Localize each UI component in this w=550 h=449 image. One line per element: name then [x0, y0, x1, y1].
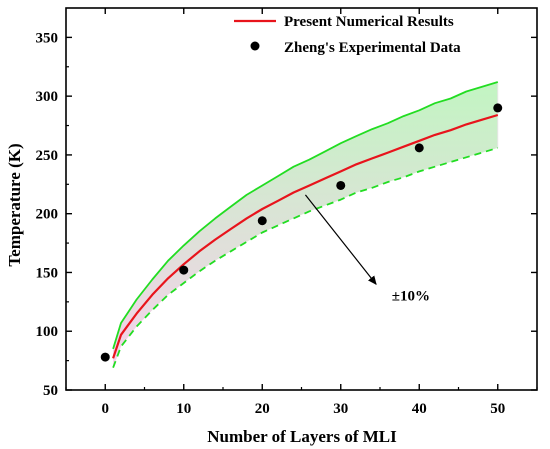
x-tick-label: 50: [490, 401, 505, 417]
y-tick-label: 50: [43, 383, 58, 399]
legend-marker-swatch: [250, 41, 260, 51]
numerical-result-line: [112, 113, 499, 359]
axes: 0 10 20 30 40 50 50 100 150 200 250 300 350: [36, 7, 538, 417]
y-axis-title: Temperature (K): [5, 143, 24, 266]
uncertainty-band: [113, 82, 498, 368]
lower-bound-line: [112, 147, 499, 369]
experimental-point: [336, 180, 346, 190]
legend: Present Numerical Results Zheng's Experi…: [234, 14, 461, 56]
upper-bound-line: [112, 81, 499, 350]
experimental-point: [100, 352, 110, 362]
y-tick-label: 100: [36, 324, 59, 340]
x-tick-label: 0: [102, 401, 110, 417]
y-tick-label: 350: [36, 30, 59, 46]
y-tick-label: 300: [36, 89, 59, 105]
x-tick-label: 10: [176, 401, 191, 417]
x-tick-label: 20: [255, 401, 270, 417]
x-tick-label: 30: [333, 401, 348, 417]
x-tick-label: 40: [412, 401, 427, 417]
annotation-label: ±10%: [392, 289, 430, 305]
experimental-point: [493, 103, 503, 113]
experimental-point: [179, 265, 189, 275]
y-tick-label: 250: [36, 148, 59, 164]
y-tick-label: 200: [36, 207, 59, 223]
experimental-point: [414, 143, 424, 153]
plot-area: [100, 81, 503, 369]
y-tick-label: 150: [36, 265, 59, 281]
annotation-arrow: [304, 194, 377, 285]
experimental-point: [257, 216, 267, 226]
legend-label-numerical: Present Numerical Results: [284, 14, 454, 30]
x-axis-title: Number of Layers of MLI: [207, 427, 397, 446]
legend-label-experimental: Zheng's Experimental Data: [284, 40, 461, 56]
